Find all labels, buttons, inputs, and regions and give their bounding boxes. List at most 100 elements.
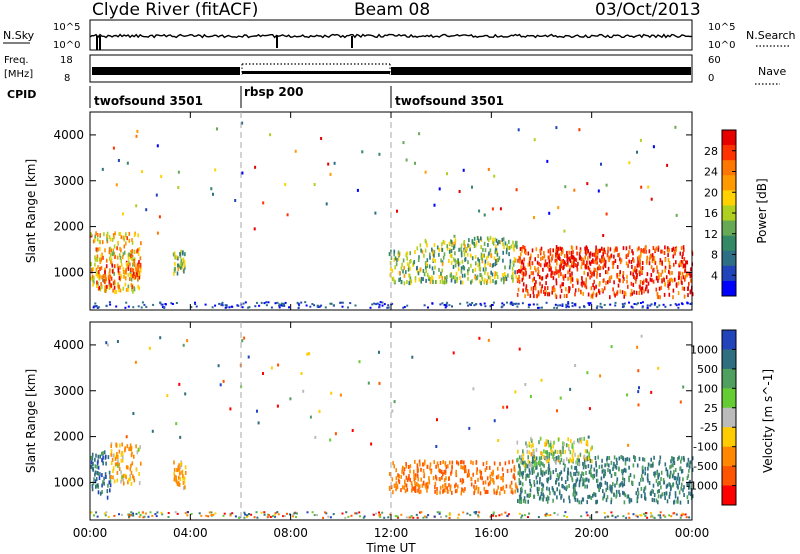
- power-cell: [562, 266, 564, 271]
- scatter-cell: [478, 209, 481, 213]
- power-cell: [496, 271, 498, 276]
- velocity-cell: [492, 479, 495, 484]
- power-cell: [108, 271, 111, 276]
- power-cell: [140, 241, 142, 246]
- power-cell: [464, 257, 467, 262]
- power-cell: [440, 271, 442, 276]
- velocity-cell: [609, 469, 611, 474]
- power-cell: [178, 264, 181, 269]
- power-cell: [545, 290, 547, 295]
- velocity-cell: [497, 475, 499, 480]
- power-cell: [677, 276, 680, 281]
- power-cell: [688, 281, 690, 286]
- velocity-cell: [547, 470, 550, 475]
- velocity-cell: [571, 453, 574, 458]
- power-cell: [568, 288, 570, 293]
- velocity-cell: [438, 468, 440, 473]
- power-cell: [458, 247, 460, 252]
- power-cell: [417, 271, 420, 276]
- power-cell: [684, 269, 686, 274]
- velocity-cell: [435, 464, 437, 469]
- power-cell: [454, 279, 456, 284]
- velocity-cell: [516, 485, 518, 490]
- velocity-cell: [622, 469, 624, 474]
- velocity-cell: [522, 449, 524, 454]
- ground-scatter-cell: [224, 304, 227, 307]
- power-cell: [126, 236, 128, 241]
- velocity-cell: [447, 464, 449, 469]
- power-cell: [113, 271, 115, 276]
- velocity-cell: [463, 488, 465, 493]
- power-cell: [100, 254, 103, 259]
- power-cell: [635, 270, 637, 275]
- power-cell: [443, 280, 446, 285]
- power-cell: [535, 268, 537, 273]
- scatter-cell: [135, 134, 138, 138]
- velocity-cell: [526, 493, 529, 498]
- velocity-cell: [562, 445, 564, 450]
- power-cell: [120, 259, 122, 264]
- scatter-cell: [414, 161, 416, 165]
- x-tick-label: 16:00: [474, 526, 509, 540]
- power-cell: [475, 241, 478, 246]
- scatter-cell: [132, 412, 135, 415]
- velocity-cell: [536, 461, 538, 466]
- velocity-cell: [555, 460, 557, 465]
- ground-scatter-cell: [415, 513, 418, 516]
- power-cell: [534, 266, 536, 271]
- power-cell: [512, 240, 514, 245]
- power-cell: [595, 284, 597, 289]
- ground-scatter-cell: [589, 516, 592, 519]
- velocity-cell: [111, 458, 114, 462]
- noise-left-tick-top: 10^5: [53, 22, 80, 33]
- velocity-cell: [179, 477, 182, 481]
- velocity-cell: [660, 494, 662, 499]
- power-cell: [579, 255, 581, 260]
- power-cell: [667, 286, 670, 291]
- power-cell: [113, 285, 116, 290]
- power-cell: [602, 252, 604, 257]
- velocity-cell: [405, 483, 408, 488]
- scatter-cell: [105, 341, 108, 345]
- velocity-cell: [184, 465, 187, 470]
- power-cell: [626, 279, 628, 284]
- velocity-cell: [90, 464, 93, 469]
- power-cell: [111, 263, 114, 268]
- velocity-cell: [433, 460, 435, 465]
- velocity-cell: [91, 456, 94, 461]
- power-cell: [591, 259, 593, 264]
- power-cell: [527, 292, 529, 296]
- power-cell: [622, 246, 625, 251]
- power-cell: [101, 284, 103, 289]
- velocity-cell: [90, 460, 93, 465]
- freq-label-1: Freq.: [4, 55, 29, 66]
- ground-scatter-cell: [495, 515, 497, 518]
- power-cell: [612, 260, 615, 265]
- power-cell: [137, 248, 139, 253]
- power-cell: [690, 273, 693, 278]
- ground-scatter-cell: [400, 513, 403, 516]
- power-cell: [668, 292, 671, 297]
- power-cell: [510, 244, 513, 249]
- power-cell: [448, 258, 450, 263]
- velocity-cell: [495, 475, 498, 480]
- velocity-cell: [689, 479, 691, 484]
- velocity-cell: [96, 464, 98, 469]
- power-cell: [429, 280, 432, 284]
- velocity-cell: [588, 470, 591, 475]
- velocity-cell: [668, 482, 670, 487]
- colorbar-tick-label: 4: [711, 269, 718, 282]
- ground-scatter-cell: [639, 302, 642, 304]
- power-cell: [549, 251, 552, 256]
- velocity-cell: [570, 465, 573, 470]
- power-cell: [96, 284, 98, 288]
- velocity-cell: [101, 483, 103, 488]
- velocity-cell: [657, 500, 659, 505]
- velocity-cell: [414, 459, 416, 464]
- power-cell: [431, 276, 434, 281]
- velocity-cell: [673, 469, 675, 474]
- power-cell: [581, 276, 583, 281]
- velocity-cell: [616, 480, 618, 485]
- scatter-cell: [158, 215, 161, 219]
- power-cell: [642, 248, 645, 253]
